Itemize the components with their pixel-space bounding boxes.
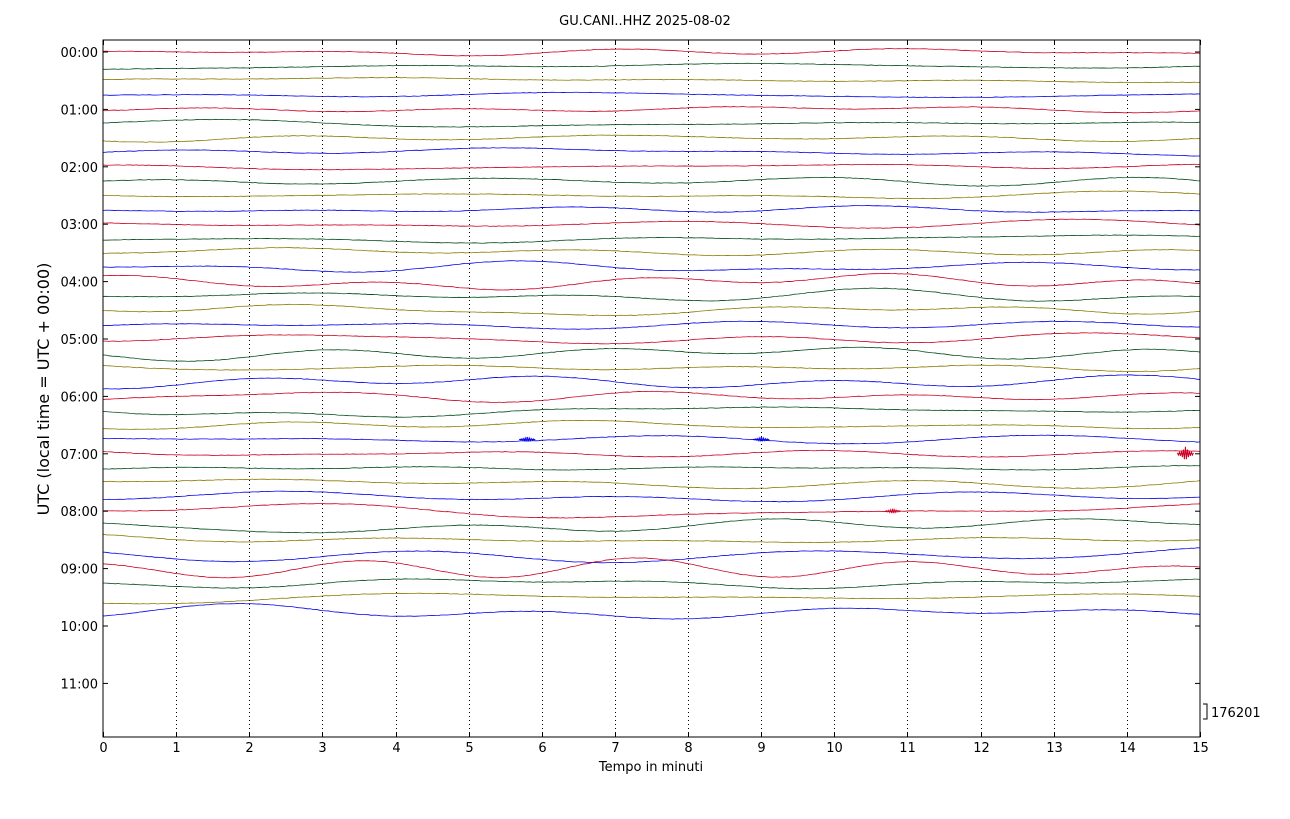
grid-lines xyxy=(176,40,1128,737)
trace-line xyxy=(102,260,1201,273)
event-burst xyxy=(1176,446,1194,460)
trace-line xyxy=(102,390,1201,404)
x-tick-label: 9 xyxy=(757,741,765,756)
trace-line xyxy=(103,332,1201,345)
y-tick-label: 02:00 xyxy=(61,161,98,176)
event-burst xyxy=(518,436,536,442)
y-tick-label: 06:00 xyxy=(61,390,98,405)
x-axis-label: Tempo in minuti xyxy=(598,760,703,775)
trace-line xyxy=(102,48,1201,57)
y-tick-label: 00:00 xyxy=(61,46,98,61)
trace-line xyxy=(102,273,1201,291)
trace-line xyxy=(102,190,1200,200)
trace-line xyxy=(102,163,1201,171)
trace-line xyxy=(102,557,1201,579)
y-tick-label: 05:00 xyxy=(61,333,98,348)
trace-line xyxy=(102,205,1201,213)
trace-line xyxy=(102,490,1201,503)
x-tick-label: 7 xyxy=(611,741,619,756)
y-tick-label: 04:00 xyxy=(61,276,98,291)
trace-line xyxy=(102,176,1201,187)
x-axis-ticks: 0 1 2 3 4 5 6 7 8 9 10 11 12 13 14 15 xyxy=(99,40,1209,756)
y-tick-label: 03:00 xyxy=(61,218,98,233)
y-tick-label: 01:00 xyxy=(61,103,98,118)
trace-line xyxy=(102,303,1201,316)
x-tick-label: 6 xyxy=(538,741,546,756)
x-tick-label: 13 xyxy=(1046,741,1063,756)
trace-line xyxy=(102,502,1201,519)
x-tick-label: 12 xyxy=(973,741,990,756)
trace-line xyxy=(102,91,1201,98)
x-tick-label: 2 xyxy=(245,741,253,756)
trace-line xyxy=(102,247,1201,257)
trace-line xyxy=(102,478,1201,490)
trace-line xyxy=(102,449,1201,458)
x-tick-label: 0 xyxy=(99,741,107,756)
x-tick-label: 14 xyxy=(1119,741,1136,756)
trace-line xyxy=(102,547,1201,564)
y-tick-label: 11:00 xyxy=(61,677,98,692)
trace-line xyxy=(102,592,1201,605)
x-tick-label: 5 xyxy=(465,741,473,756)
trace-line xyxy=(102,364,1201,372)
x-tick-label: 11 xyxy=(899,741,916,756)
y-tick-label: 08:00 xyxy=(61,505,98,520)
x-tick-label: 15 xyxy=(1192,741,1209,756)
trace-line xyxy=(102,374,1201,390)
trace-line xyxy=(102,320,1201,330)
scale-bar: 176201 xyxy=(1203,703,1261,721)
trace-group xyxy=(102,48,1201,620)
trace-line xyxy=(102,234,1201,244)
trace-line xyxy=(102,578,1201,590)
x-tick-label: 4 xyxy=(392,741,400,756)
x-tick-label: 8 xyxy=(684,741,692,756)
trace-line xyxy=(102,218,1201,229)
trace-line xyxy=(102,62,1201,70)
scale-value: 176201 xyxy=(1211,706,1261,721)
x-tick-label: 10 xyxy=(826,741,843,756)
trace-line xyxy=(102,118,1201,128)
trace-line xyxy=(102,134,1201,143)
trace-line xyxy=(102,434,1201,445)
trace-line xyxy=(102,602,1201,620)
event-burst xyxy=(884,508,902,514)
y-tick-label: 10:00 xyxy=(61,620,98,635)
trace-line xyxy=(102,406,1201,418)
y-tick-label: 07:00 xyxy=(61,448,98,463)
x-tick-label: 1 xyxy=(172,741,180,756)
trace-line xyxy=(102,106,1201,114)
trace-line xyxy=(102,533,1201,544)
trace-line xyxy=(102,465,1201,471)
trace-line xyxy=(102,346,1201,362)
y-axis-ticks: 00:00 01:00 02:00 03:00 04:00 05:00 06:00 07:00… xyxy=(61,46,1200,692)
trace-line xyxy=(102,77,1201,84)
y-tick-label: 09:00 xyxy=(61,563,98,578)
y-axis-label: UTC (local time = UTC + 00:00) xyxy=(34,263,53,516)
trace-line xyxy=(102,287,1201,302)
x-tick-label: 3 xyxy=(318,741,326,756)
plot-area-frame xyxy=(102,39,1201,738)
trace-line xyxy=(102,147,1201,157)
trace-line xyxy=(102,518,1201,534)
chart-title: GU.CANI..HHZ 2025-08-02 xyxy=(559,14,731,29)
trace-line xyxy=(102,419,1201,430)
